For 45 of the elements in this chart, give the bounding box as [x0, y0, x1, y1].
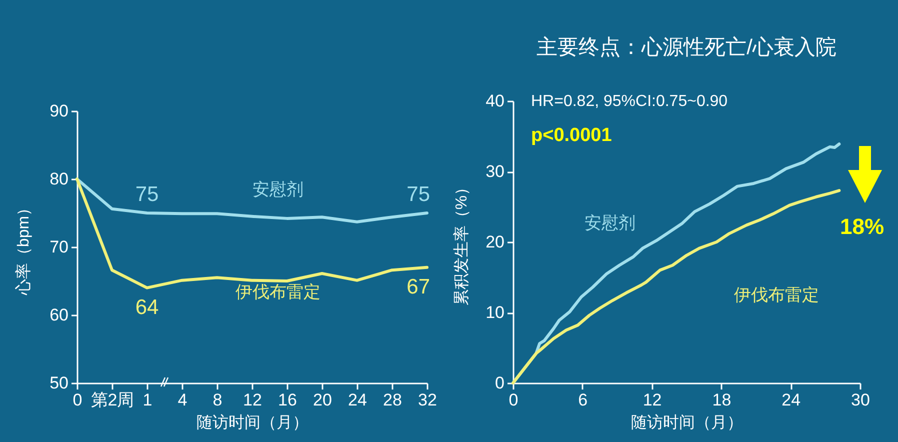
y-tick-label: 0 [495, 374, 504, 392]
y-tick-label: 80 [50, 170, 68, 188]
y-axis-title: 心率（bpm） [14, 200, 33, 296]
y-tick-label: 40 [486, 92, 504, 110]
x-tick-label: 30 [851, 390, 870, 410]
x-tick-label: 0 [508, 390, 518, 410]
data-label: 75 [135, 183, 159, 206]
y-tick-label: 60 [50, 306, 68, 324]
x-tick-label: 0 [72, 390, 82, 410]
annotation: 18% [840, 214, 884, 239]
data-label: 67 [406, 275, 430, 298]
series-label: 安慰剂 [252, 180, 304, 199]
data-label: 75 [406, 183, 430, 206]
x-axis-title: 随访时间（月） [631, 414, 743, 432]
series-label: 安慰剂 [584, 214, 636, 233]
annotation: p<0.0001 [531, 125, 612, 146]
line-series [76, 178, 428, 224]
x-tick-label: 24 [782, 390, 801, 410]
x-tick-label: 32 [418, 390, 437, 410]
x-tick-label: 20 [313, 390, 332, 410]
x-tick-label: 28 [383, 390, 402, 410]
y-tick-label: 70 [50, 238, 68, 256]
y-axis-title: 累积发生率（%） [452, 179, 471, 306]
x-tick-label: 16 [278, 390, 297, 410]
line-series [512, 189, 841, 384]
y-tick-label: 90 [50, 102, 68, 120]
series-label: 伊伐布雷定 [235, 282, 320, 302]
y-tick-label: 20 [486, 232, 504, 252]
x-tick-label: 18 [712, 390, 732, 410]
x-tick-label: 8 [212, 390, 222, 410]
x-tick-label: 第2周 [90, 390, 134, 410]
y-tick-label: 10 [486, 303, 504, 322]
chart-title: 主要终点：心源性死亡/心衰入院 [536, 36, 836, 59]
annotation: HR=0.82, 95%CI:0.75~0.90 [531, 93, 728, 110]
x-tick-label: 12 [243, 390, 262, 410]
y-tick-label: 30 [486, 162, 504, 181]
x-tick-label: 24 [348, 390, 367, 410]
x-tick-label: 6 [578, 390, 588, 410]
x-tick-label: 4 [178, 390, 188, 410]
x-axis-title: 随访时间（月） [196, 414, 308, 432]
y-tick-label: 50 [50, 374, 68, 392]
x-tick-label: 1 [142, 390, 152, 410]
data-label: 64 [135, 296, 159, 319]
x-tick-label: 12 [642, 390, 662, 410]
text: 伊伐布雷定 [734, 285, 819, 304]
